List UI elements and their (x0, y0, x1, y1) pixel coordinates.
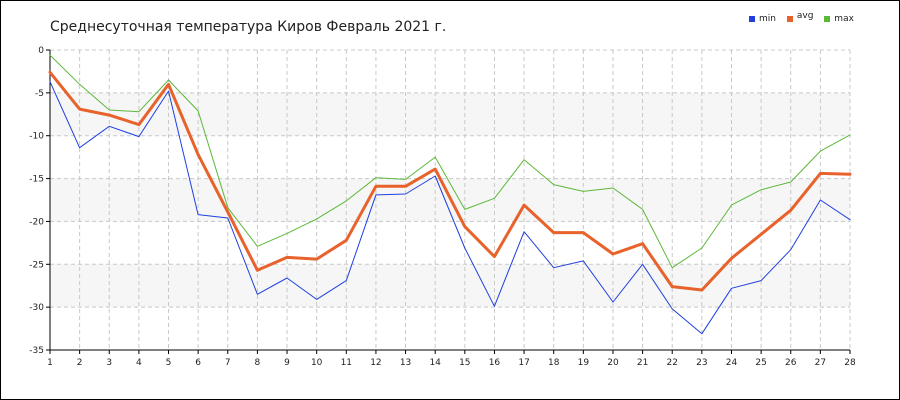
legend-item-avg: avg (786, 11, 814, 25)
y-tick-label: -15 (29, 175, 44, 185)
y-tick-label: -5 (35, 89, 44, 99)
x-tick-label: 20 (607, 358, 619, 368)
legend-item-max: max (824, 14, 854, 25)
grid-band (50, 264, 850, 308)
x-tick-label: 7 (225, 358, 231, 368)
y-tick-label: -20 (29, 217, 44, 227)
legend-swatch-min (749, 16, 755, 22)
legend: min avg max (749, 11, 862, 28)
x-tick-label: 4 (136, 358, 142, 368)
x-tick-label: 8 (255, 358, 261, 368)
legend-label-max: max (834, 14, 854, 24)
series-line-avg (48, 70, 852, 292)
x-tick-label: 9 (284, 358, 290, 368)
x-tick-label: 3 (106, 358, 112, 368)
x-tick-label: 18 (548, 358, 560, 368)
x-tick-label: 2 (77, 358, 83, 368)
legend-label-avg: avg (796, 11, 814, 21)
y-tick-label: -35 (29, 346, 44, 356)
y-tick-label: -25 (29, 260, 44, 270)
x-tick-label: 12 (370, 358, 381, 368)
x-tick-label: 28 (844, 358, 856, 368)
series-line-min (49, 81, 851, 335)
y-tick-label: -10 (29, 132, 44, 142)
x-tick-label: 19 (578, 358, 590, 368)
grid-band (50, 92, 850, 136)
x-tick-label: 17 (518, 358, 529, 368)
x-tick-label: 25 (755, 358, 766, 368)
x-tick-label: 27 (815, 358, 826, 368)
x-tick-label: 21 (637, 358, 648, 368)
legend-swatch-max (824, 16, 831, 22)
x-tick-label: 5 (166, 358, 172, 368)
chart-title: Среднесуточная температура Киров Февраль… (50, 19, 447, 35)
legend-label-min: min (759, 14, 776, 24)
x-tick-label: 23 (696, 358, 707, 368)
y-tick-label: 0 (38, 46, 44, 56)
y-tick-label: -30 (29, 303, 44, 313)
x-tick-label: 13 (400, 358, 411, 368)
x-tick-label: 10 (311, 358, 323, 368)
x-tick-label: 15 (459, 358, 470, 368)
x-tick-label: 22 (666, 358, 677, 368)
x-tick-label: 16 (489, 358, 501, 368)
x-tick-label: 6 (195, 358, 201, 368)
legend-swatch-avg (786, 16, 793, 22)
x-tick-label: 1 (47, 358, 53, 368)
x-tick-label: 11 (341, 358, 352, 368)
series-line-max (49, 54, 851, 269)
x-tick-label: 26 (785, 358, 797, 368)
x-tick-label: 24 (726, 358, 738, 368)
x-tick-label: 14 (429, 358, 441, 368)
legend-item-min: min (749, 14, 776, 25)
